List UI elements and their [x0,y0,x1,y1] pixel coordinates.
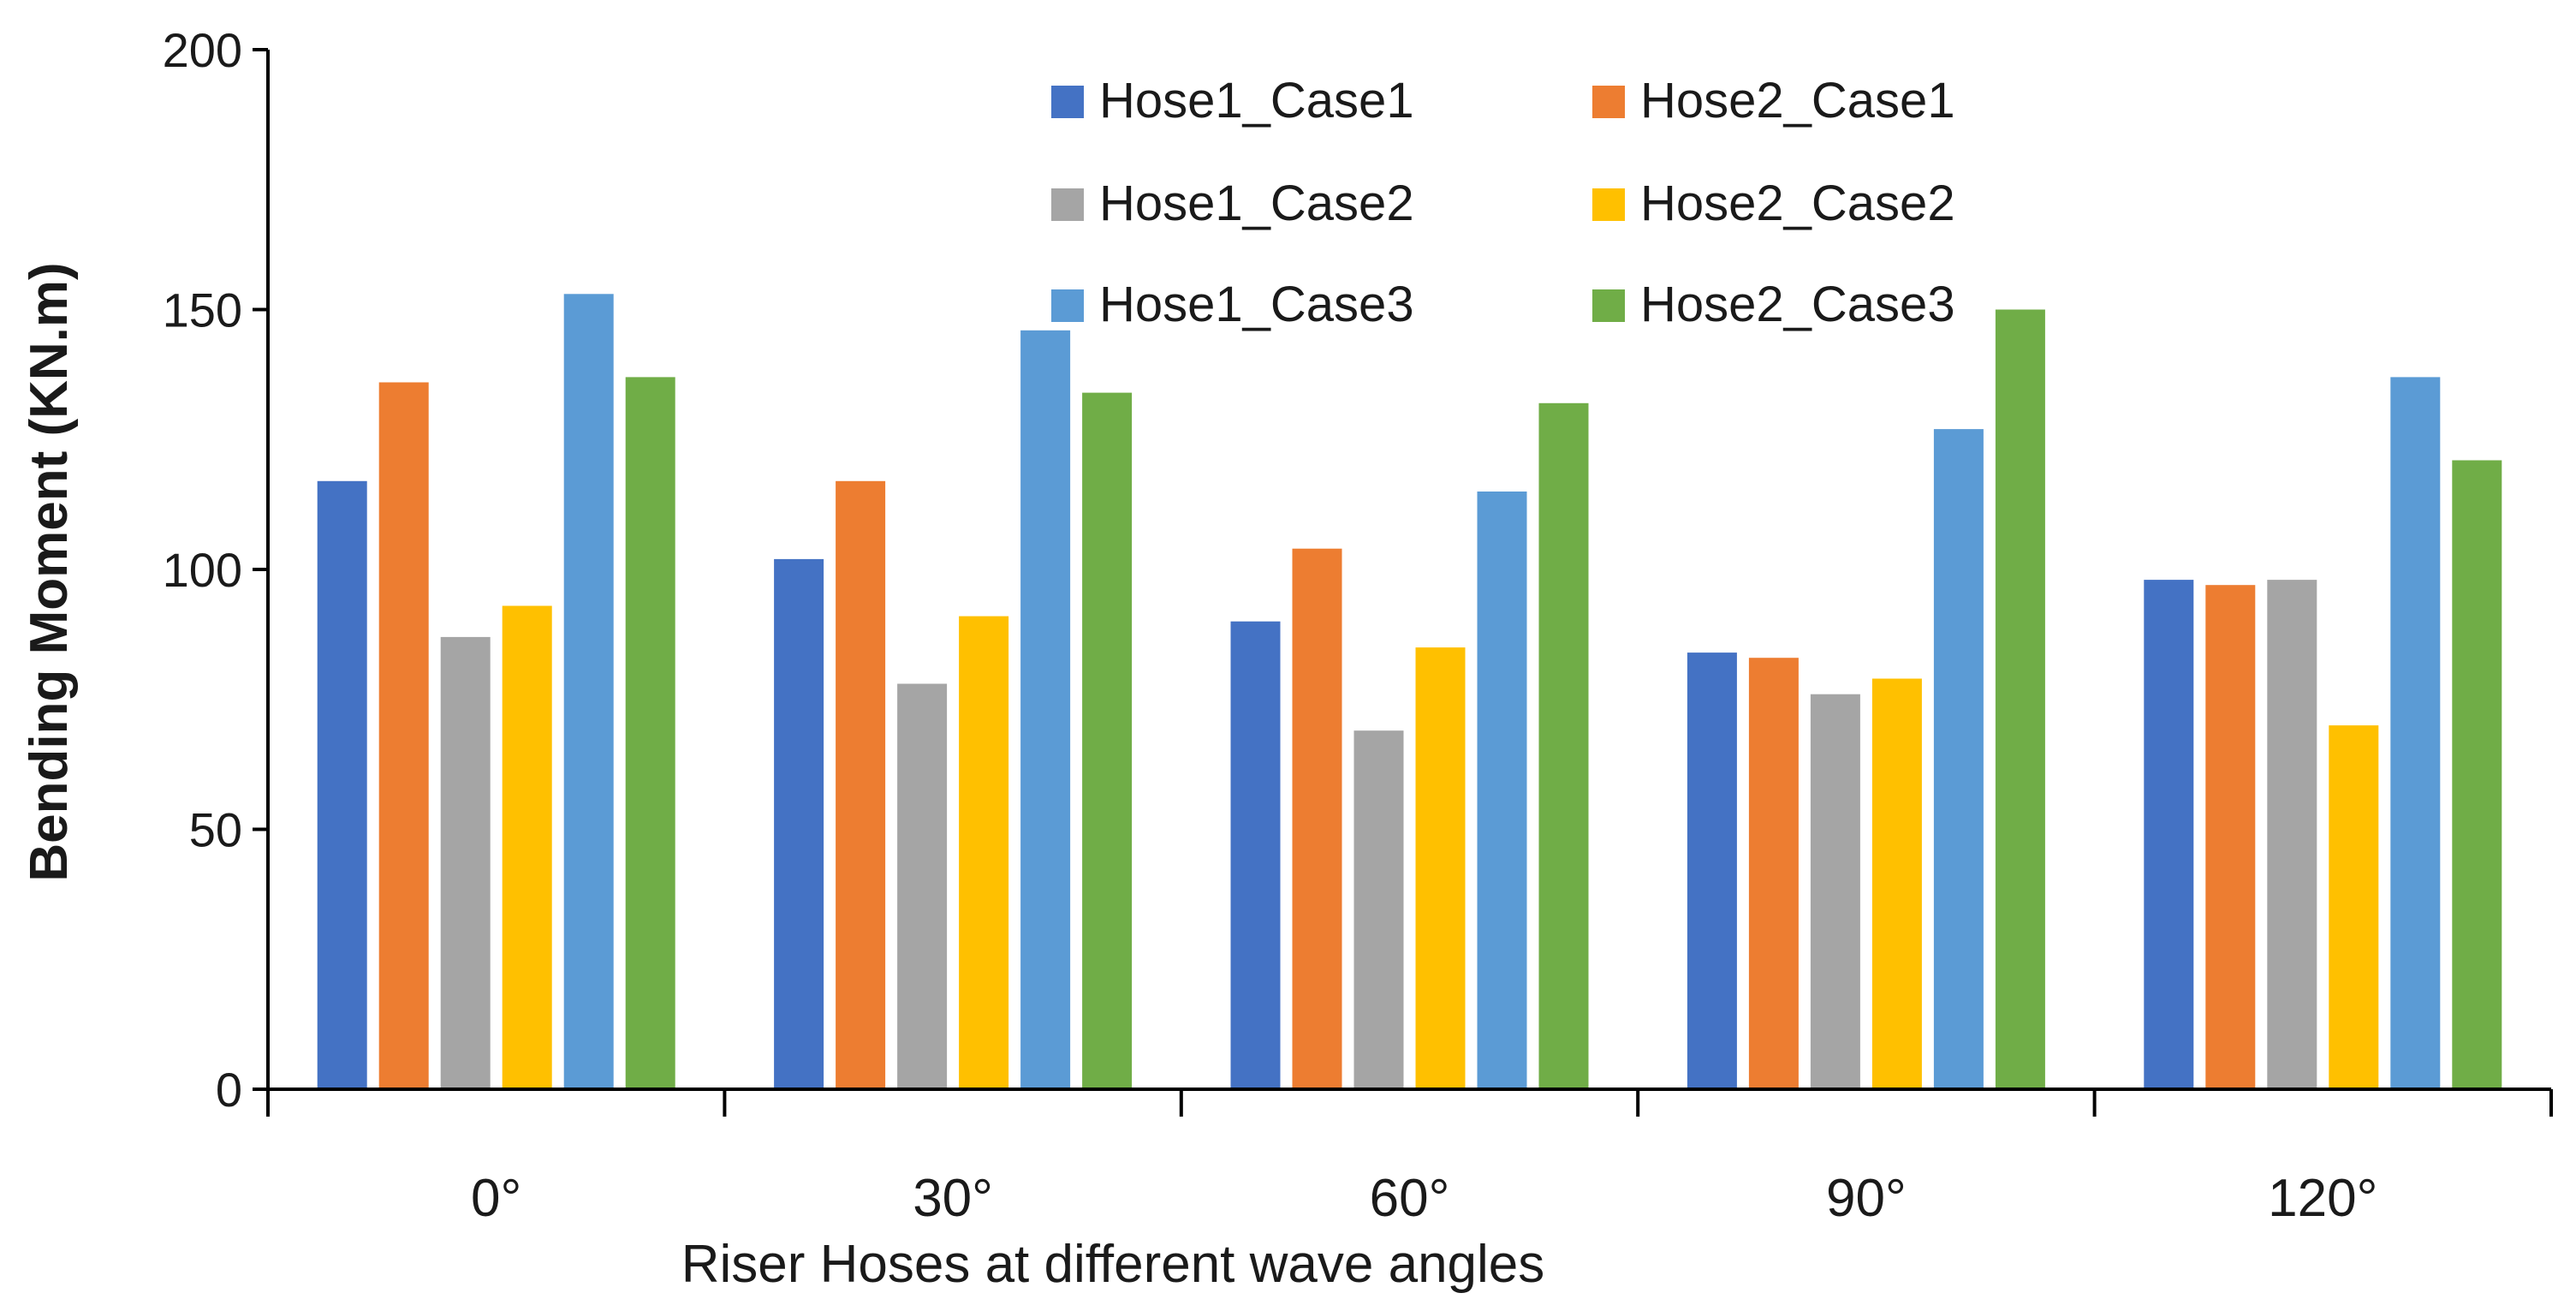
x-tick-label: 30° [913,1169,993,1228]
legend-item-hose2-case3: Hose2_Case3 [1592,277,1955,332]
bar-hose1-case1-0 [317,480,367,1089]
legend-swatch [1592,289,1625,322]
legend-label: Hose2_Case3 [1640,277,1955,332]
bar-hose2-case2-2 [1415,647,1466,1089]
legend-label: Hose2_Case2 [1640,176,1955,231]
bar-hose1-case1-4 [2144,580,2194,1089]
bar-hose1-case3-0 [563,294,614,1089]
bar-hose2-case2-0 [502,605,552,1089]
axes-layer: 0 50 100 150 200 0° 30° 60° 90° 120° [163,23,2553,1228]
bar-hose2-case3-1 [1082,392,1133,1090]
legend-item-hose2-case1: Hose2_Case1 [1592,73,1955,128]
bar-hose2-case1-2 [1292,548,1342,1089]
legend-swatch [1051,86,1084,118]
bars-layer [317,294,2502,1090]
bar-hose1-case1-3 [1687,653,1737,1089]
bar-hose1-case2-4 [2267,580,2317,1089]
legend-item-hose1-case3: Hose1_Case3 [1051,277,1414,332]
bar-hose2-case1-1 [836,480,886,1089]
legend-swatch [1051,289,1084,322]
legend-label: Hose1_Case1 [1099,73,1414,128]
bar-hose1-case2-1 [897,683,948,1089]
legend-label: Hose1_Case2 [1099,176,1414,231]
bar-hose2-case3-3 [1995,309,2045,1089]
x-axis-title: Riser Hoses at different wave angles [681,1235,1545,1294]
bar-hose1-case1-1 [774,558,824,1089]
bar-hose2-case3-2 [1538,402,1589,1089]
bar-hose1-case2-0 [440,636,491,1089]
legend-item-hose1-case2: Hose1_Case2 [1051,176,1414,231]
x-tick-label: 90° [1826,1169,1907,1228]
y-axis-title: Bending Moment (KN.m) [20,262,79,881]
legend-swatch [1592,188,1625,221]
bar-hose2-case1-4 [2205,585,2256,1089]
x-tick-label: 0° [471,1169,521,1228]
legend-item-hose1-case1: Hose1_Case1 [1051,73,1414,128]
bar-hose1-case3-1 [1020,330,1071,1089]
bar-hose1-case2-3 [1810,694,1860,1089]
legend-swatch [1051,188,1084,221]
legend-label: Hose2_Case1 [1640,73,1955,128]
bar-hose1-case2-2 [1353,730,1404,1089]
bar-hose2-case2-3 [1871,678,1922,1089]
bar-hose2-case2-1 [959,616,1009,1089]
y-tick-label: 0 [216,1063,242,1117]
bar-hose1-case3-4 [2390,377,2441,1089]
legend-item-hose2-case2: Hose2_Case2 [1592,176,1955,231]
legend-label: Hose1_Case3 [1099,277,1414,332]
bar-hose1-case1-2 [1230,621,1281,1089]
bar-hose2-case1-3 [1748,658,1799,1089]
x-tick-label: 120° [2268,1169,2377,1228]
bar-hose1-case3-3 [1933,429,1984,1090]
legend-swatch [1592,86,1625,118]
bar-hose1-case3-2 [1477,492,1527,1089]
bar-hose2-case1-0 [378,382,429,1089]
x-tick-label: 60° [1370,1169,1450,1228]
y-tick-label: 150 [163,283,242,337]
bar-hose2-case2-4 [2329,725,2379,1089]
bar-hose2-case3-4 [2452,460,2502,1089]
bar-hose2-case3-0 [625,377,675,1089]
y-tick-label: 200 [163,23,242,77]
y-tick-label: 50 [189,803,242,857]
y-tick-label: 100 [163,543,242,597]
legend: Hose1_Case1 Hose2_Case1 Hose1_Case2 Hose2_C… [1051,73,1955,332]
